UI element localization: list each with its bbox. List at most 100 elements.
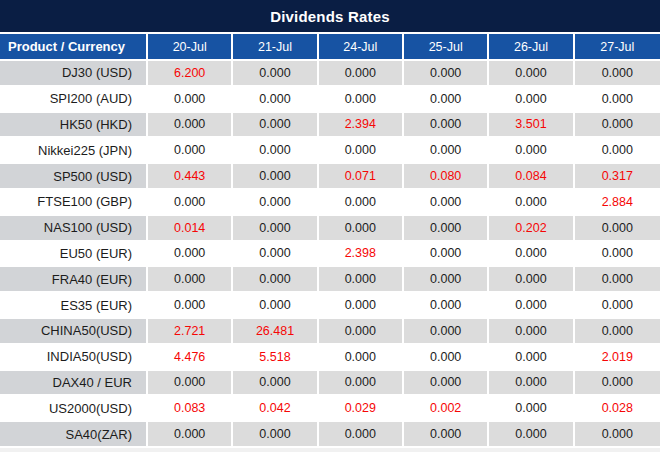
product-label: INDIA50(USD): [0, 345, 148, 371]
product-label: ES35 (EUR): [0, 293, 148, 319]
column-header-date: 20-Jul: [148, 34, 233, 61]
dividends-rates-widget: Dividends Rates Product / Currency20-Jul…: [0, 0, 660, 452]
rate-cell: 0.000: [233, 113, 318, 139]
rate-cell: 0.000: [575, 422, 660, 448]
rate-cell: 2.884: [575, 190, 660, 216]
rate-cell: 0.000: [575, 61, 660, 87]
rate-cell: 0.000: [575, 319, 660, 345]
rate-cell: 0.000: [404, 113, 489, 139]
rate-cell: 0.029: [319, 396, 404, 422]
rate-cell: 0.000: [319, 87, 404, 113]
rate-cell: 0.000: [575, 293, 660, 319]
rate-cell: 0.000: [148, 190, 233, 216]
table-row: DAX40 / EUR0.0000.0000.0000.0000.0000.00…: [0, 371, 660, 397]
rate-cell: 0.202: [489, 216, 574, 242]
product-label: Nikkei225 (JPN): [0, 138, 148, 164]
rate-cell: 3.501: [489, 113, 574, 139]
product-label: DJ30 (USD): [0, 61, 148, 87]
rate-cell: 0.000: [233, 242, 318, 268]
rate-cell: 0.000: [575, 138, 660, 164]
product-label: FTSE100 (GBP): [0, 190, 148, 216]
rate-cell: 0.000: [233, 293, 318, 319]
rate-cell: 0.014: [148, 216, 233, 242]
rate-cell: 0.000: [233, 216, 318, 242]
rate-cell: 2.019: [575, 345, 660, 371]
rate-cell: 0.000: [404, 371, 489, 397]
product-label: NAS100 (USD): [0, 216, 148, 242]
table-row: EU50 (EUR)0.0000.0002.3980.0000.0000.000: [0, 242, 660, 268]
rate-cell: 0.443: [148, 164, 233, 190]
rate-cell: 0.000: [233, 61, 318, 87]
table-header-row: Product / Currency20-Jul21-Jul24-Jul25-J…: [0, 34, 660, 61]
rate-cell: 0.000: [148, 138, 233, 164]
rate-cell: 0.000: [404, 267, 489, 293]
rate-cell: 0.000: [148, 87, 233, 113]
rate-cell: 0.028: [575, 396, 660, 422]
rate-cell: 0.000: [404, 216, 489, 242]
rate-cell: 0.042: [233, 396, 318, 422]
rate-cell: 0.000: [148, 422, 233, 448]
rate-cell: 0.000: [233, 164, 318, 190]
column-header-date: 21-Jul: [233, 34, 318, 61]
table-row: SA40(ZAR)0.0000.0000.0000.0000.0000.000: [0, 422, 660, 448]
rate-cell: 0.000: [404, 190, 489, 216]
rate-cell: 0.000: [233, 422, 318, 448]
rate-cell: 0.000: [148, 113, 233, 139]
rate-cell: 0.000: [319, 190, 404, 216]
rate-cell: 0.000: [489, 190, 574, 216]
column-header-product: Product / Currency: [0, 34, 148, 61]
rate-cell: 2.394: [319, 113, 404, 139]
rate-cell: 0.000: [319, 138, 404, 164]
table-row: FRA40 (EUR)0.0000.0000.0000.0000.0000.00…: [0, 267, 660, 293]
rate-cell: 2.398: [319, 242, 404, 268]
rate-cell: 0.000: [319, 319, 404, 345]
rate-cell: 0.000: [319, 216, 404, 242]
rate-cell: 0.071: [319, 164, 404, 190]
rate-cell: 0.000: [319, 371, 404, 397]
rate-cell: 0.000: [489, 293, 574, 319]
rate-cell: 0.000: [404, 319, 489, 345]
table-row: Nikkei225 (JPN)0.0000.0000.0000.0000.000…: [0, 138, 660, 164]
rate-cell: 0.000: [489, 396, 574, 422]
product-label: SA40(ZAR): [0, 422, 148, 448]
rate-cell: 5.518: [233, 345, 318, 371]
rate-cell: 0.000: [233, 138, 318, 164]
rate-cell: 0.000: [319, 293, 404, 319]
product-label: CHINA50(USD): [0, 319, 148, 345]
rate-cell: 0.000: [319, 345, 404, 371]
rate-cell: 0.000: [575, 267, 660, 293]
rate-cell: 2.721: [148, 319, 233, 345]
table-row: SP500 (USD)0.4430.0000.0710.0800.0840.31…: [0, 164, 660, 190]
rate-cell: 0.000: [404, 87, 489, 113]
rate-cell: 0.002: [404, 396, 489, 422]
rate-cell: 0.000: [489, 422, 574, 448]
rate-cell: 0.000: [319, 267, 404, 293]
rate-cell: 0.000: [575, 87, 660, 113]
rate-cell: 4.476: [148, 345, 233, 371]
rate-cell: 0.000: [319, 61, 404, 87]
rate-cell: 0.000: [233, 267, 318, 293]
product-label: EU50 (EUR): [0, 242, 148, 268]
rate-cell: 0.000: [148, 242, 233, 268]
rate-cell: 0.000: [489, 138, 574, 164]
rate-cell: 0.000: [404, 422, 489, 448]
rate-cell: 0.000: [575, 371, 660, 397]
rate-cell: 0.000: [404, 138, 489, 164]
rate-cell: 0.317: [575, 164, 660, 190]
table-row: US2000(USD)0.0830.0420.0290.0020.0000.02…: [0, 396, 660, 422]
column-header-date: 26-Jul: [489, 34, 574, 61]
product-label: US2000(USD): [0, 396, 148, 422]
rate-cell: 0.000: [489, 371, 574, 397]
rate-cell: 0.000: [404, 242, 489, 268]
rate-cell: 0.083: [148, 396, 233, 422]
rate-cell: 0.000: [575, 216, 660, 242]
rate-cell: 0.000: [233, 371, 318, 397]
rate-cell: 0.000: [233, 87, 318, 113]
dividends-table: Product / Currency20-Jul21-Jul24-Jul25-J…: [0, 34, 660, 448]
rate-cell: 0.000: [148, 267, 233, 293]
rate-cell: 0.000: [489, 345, 574, 371]
rate-cell: 26.481: [233, 319, 318, 345]
product-label: HK50 (HKD): [0, 113, 148, 139]
rate-cell: 0.000: [575, 113, 660, 139]
table-row: FTSE100 (GBP)0.0000.0000.0000.0000.0002.…: [0, 190, 660, 216]
